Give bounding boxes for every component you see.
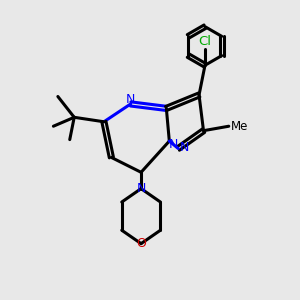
Text: O: O bbox=[136, 237, 146, 250]
Text: Cl: Cl bbox=[199, 35, 212, 48]
Text: N: N bbox=[169, 138, 178, 151]
Text: N: N bbox=[136, 182, 146, 195]
Text: Me: Me bbox=[230, 120, 248, 133]
Text: N: N bbox=[179, 140, 189, 154]
Text: N: N bbox=[126, 93, 135, 106]
